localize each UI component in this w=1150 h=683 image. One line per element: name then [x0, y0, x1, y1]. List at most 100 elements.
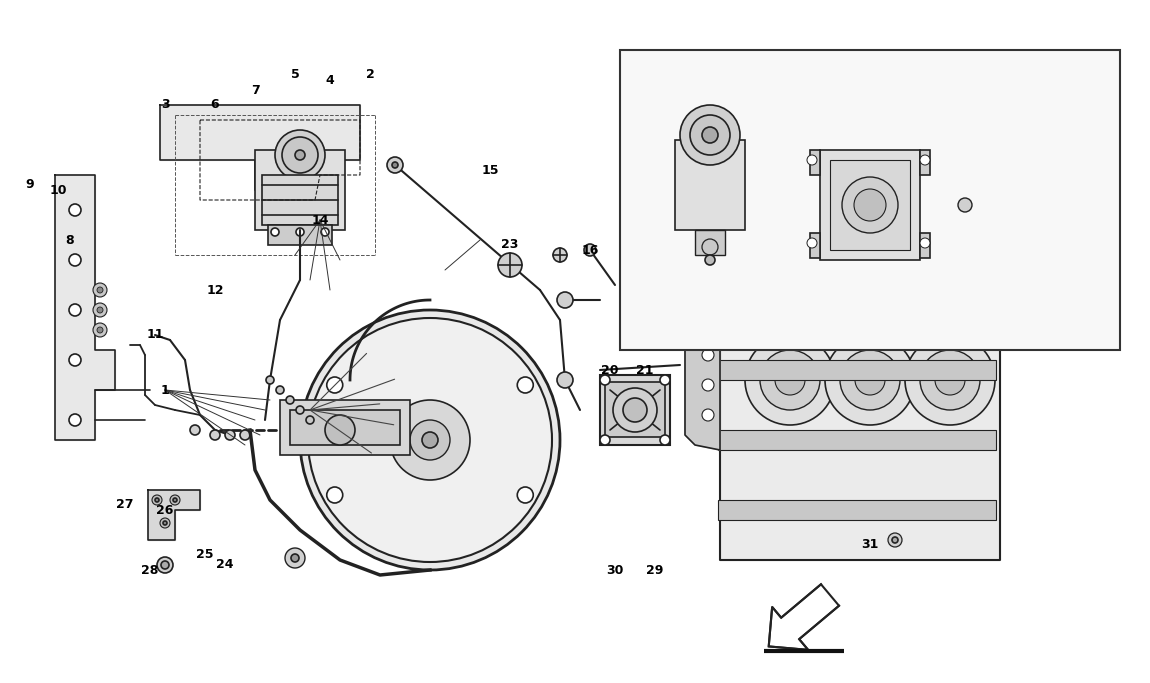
Circle shape [296, 150, 305, 160]
Text: 3: 3 [161, 98, 169, 111]
Circle shape [702, 127, 718, 143]
Text: 4: 4 [325, 74, 335, 87]
Circle shape [680, 105, 739, 165]
Text: 26: 26 [156, 503, 174, 516]
Text: 21: 21 [811, 223, 829, 236]
Circle shape [392, 162, 398, 168]
Circle shape [161, 561, 169, 569]
Circle shape [836, 281, 844, 289]
Circle shape [69, 304, 81, 316]
Bar [810, 233, 820, 258]
Text: 15: 15 [481, 163, 499, 176]
Bar [675, 140, 745, 230]
Circle shape [584, 244, 596, 256]
Bar [718, 500, 996, 520]
Text: 17: 17 [702, 244, 719, 257]
Text: 22: 22 [891, 109, 908, 122]
Text: 6: 6 [210, 98, 220, 111]
Circle shape [411, 420, 450, 460]
Text: 19: 19 [802, 219, 819, 232]
Polygon shape [768, 584, 840, 650]
Circle shape [557, 372, 573, 388]
Circle shape [296, 228, 304, 236]
Circle shape [69, 204, 81, 216]
Circle shape [160, 518, 170, 528]
Circle shape [325, 415, 355, 445]
Text: 2: 2 [366, 68, 375, 81]
Text: 22: 22 [857, 109, 874, 122]
Circle shape [702, 349, 714, 361]
Circle shape [660, 435, 670, 445]
Circle shape [920, 350, 980, 410]
Circle shape [155, 498, 159, 502]
Circle shape [97, 327, 104, 333]
Circle shape [190, 425, 200, 435]
Text: 23: 23 [501, 238, 519, 251]
Circle shape [553, 248, 567, 262]
Circle shape [892, 537, 898, 543]
Circle shape [93, 323, 107, 337]
Polygon shape [148, 490, 200, 540]
Circle shape [705, 255, 715, 265]
Text: 18: 18 [746, 219, 764, 232]
Circle shape [93, 303, 107, 317]
Text: 24: 24 [216, 559, 233, 572]
Circle shape [210, 430, 220, 440]
Circle shape [69, 254, 81, 266]
Circle shape [158, 557, 172, 573]
Circle shape [775, 365, 805, 395]
Polygon shape [720, 250, 1000, 560]
Circle shape [842, 177, 898, 233]
Circle shape [240, 430, 250, 440]
Circle shape [422, 432, 438, 448]
Circle shape [986, 281, 994, 289]
Circle shape [854, 365, 886, 395]
Circle shape [518, 377, 534, 393]
Circle shape [276, 386, 284, 394]
Circle shape [886, 281, 894, 289]
Circle shape [986, 261, 994, 269]
Circle shape [836, 261, 844, 269]
Circle shape [93, 283, 107, 297]
Text: 11: 11 [146, 329, 163, 342]
Circle shape [327, 487, 343, 503]
Bar [920, 233, 930, 258]
Circle shape [275, 130, 325, 180]
Circle shape [170, 495, 181, 505]
Circle shape [97, 307, 104, 313]
Text: 12: 12 [206, 283, 224, 296]
Circle shape [172, 498, 177, 502]
Circle shape [498, 253, 522, 277]
Circle shape [807, 238, 816, 248]
Circle shape [745, 335, 835, 425]
Bar [830, 160, 910, 250]
Bar [920, 150, 930, 175]
Circle shape [152, 495, 162, 505]
Circle shape [660, 375, 670, 385]
Circle shape [702, 409, 714, 421]
Circle shape [327, 377, 343, 393]
Circle shape [935, 365, 965, 395]
Circle shape [390, 400, 470, 480]
Circle shape [958, 198, 972, 212]
Text: 7: 7 [251, 83, 260, 96]
Circle shape [600, 435, 610, 445]
Bar [268, 225, 332, 245]
Text: 13: 13 [687, 258, 704, 272]
Text: 16: 16 [581, 244, 599, 257]
Text: 25: 25 [197, 548, 214, 561]
Circle shape [854, 189, 886, 221]
Circle shape [285, 548, 305, 568]
Bar [695, 230, 724, 255]
Text: 10: 10 [49, 184, 67, 197]
Text: 32: 32 [691, 191, 708, 204]
Text: 28: 28 [141, 563, 159, 576]
Text: 20: 20 [601, 363, 619, 376]
Circle shape [785, 261, 793, 269]
Circle shape [736, 281, 744, 289]
Circle shape [306, 416, 314, 424]
Circle shape [905, 335, 995, 425]
Circle shape [388, 157, 402, 173]
Circle shape [760, 350, 820, 410]
Text: 30: 30 [606, 563, 623, 576]
